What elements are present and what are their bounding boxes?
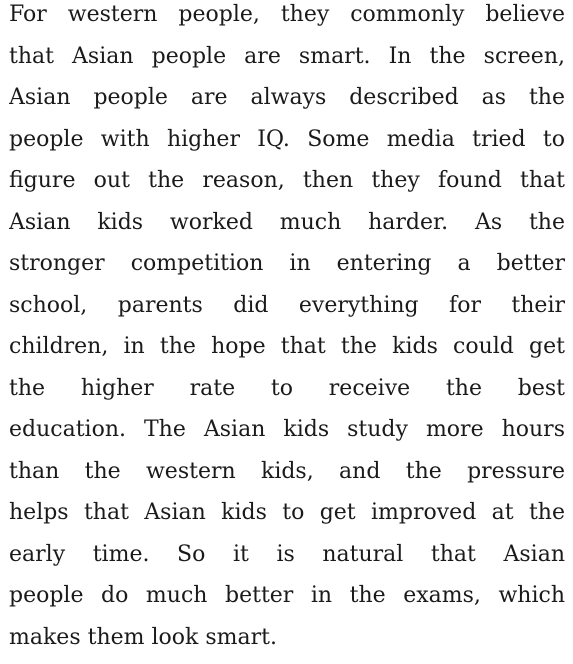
text-line: early time. So it is natural that Asian (9, 540, 565, 582)
text-line: Asian kids worked much harder. As the (9, 208, 565, 250)
document-body: For western people, they commonly believ… (9, 0, 565, 664)
text-line: school, parents did everything for their (9, 291, 565, 333)
text-line: the higher rate to receive the best (9, 374, 565, 416)
text-line: than the western kids, and the pressure (9, 457, 565, 499)
text-line: makes them look smart. (9, 623, 565, 664)
text-line: stronger competition in entering a bette… (9, 249, 565, 291)
text-line: people with higher IQ. Some media tried … (9, 125, 565, 167)
text-line: For western people, they commonly believ… (9, 0, 565, 42)
text-line: education. The Asian kids study more hou… (9, 415, 565, 457)
text-line: children, in the hope that the kids coul… (9, 332, 565, 374)
text-line: helps that Asian kids to get improved at… (9, 498, 565, 540)
text-line: people do much better in the exams, whic… (9, 581, 565, 623)
text-line: Asian people are always described as the (9, 83, 565, 125)
text-line: that Asian people are smart. In the scre… (9, 42, 565, 84)
paragraph: For western people, they commonly believ… (9, 0, 565, 664)
text-line: figure out the reason, then they found t… (9, 166, 565, 208)
